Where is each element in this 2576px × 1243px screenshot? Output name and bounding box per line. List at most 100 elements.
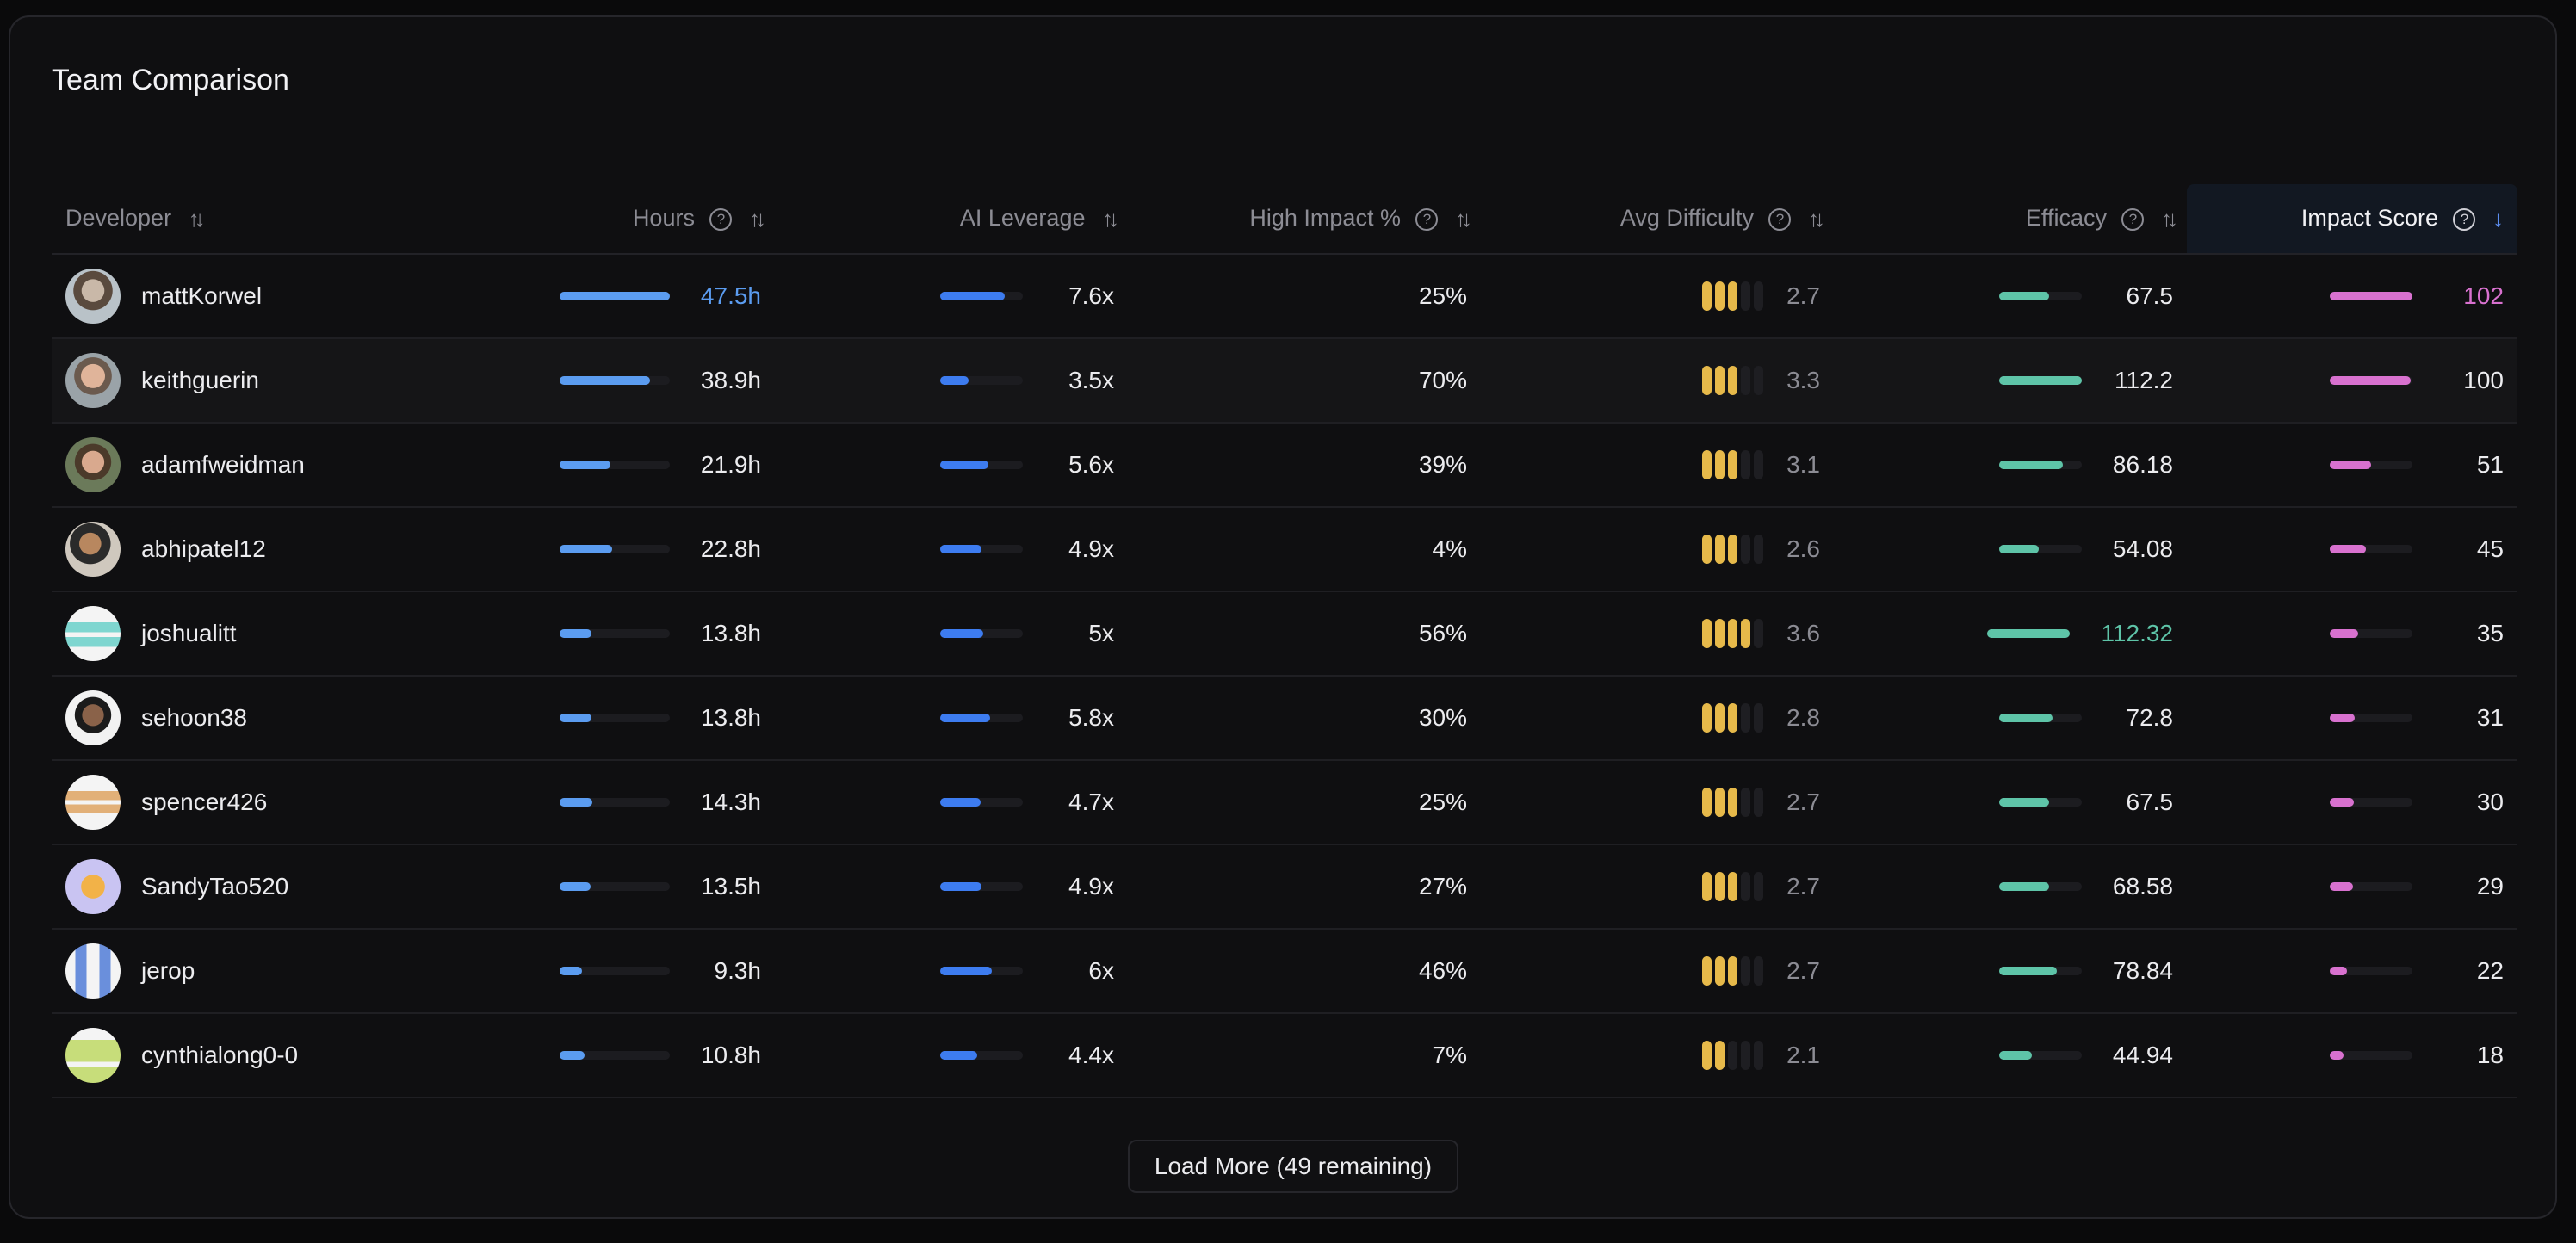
avatar-photo-3[interactable] (65, 437, 121, 492)
sort-icon[interactable]: ↑↓ (749, 206, 766, 232)
developer-name[interactable]: mattKorwel (141, 282, 263, 309)
avatar-cartoon-tiger[interactable] (65, 859, 121, 914)
developer-name[interactable]: sehoon38 (141, 704, 248, 731)
difficulty-pill (1754, 1041, 1763, 1070)
impact-score-value: 18 (2476, 1042, 2504, 1068)
col-header-ai-leverage[interactable]: AI Leverage ↑↓ (775, 184, 1128, 255)
col-header-efficacy[interactable]: Efficacy ? ↑↓ (1834, 184, 2187, 255)
sort-icon[interactable]: ↑↓ (1102, 206, 1119, 232)
ai-leverage-value: 5.8x (1068, 704, 1114, 731)
developer-name[interactable]: cynthialong0-0 (141, 1042, 299, 1068)
hours-bar (559, 798, 670, 807)
table-row[interactable]: cynthialong0-0 10.8h 4.4x (52, 1013, 2517, 1098)
cell-efficacy: 67.5 (1834, 254, 2187, 339)
avatar-photo-2[interactable] (65, 353, 121, 408)
cell-efficacy: 68.58 (1834, 844, 2187, 930)
developer-name[interactable]: keithguerin (141, 367, 259, 393)
table-row[interactable]: mattKorwel 47.5h 7.6x (52, 254, 2517, 339)
impact-score-bar-fill (2330, 376, 2412, 385)
cell-developer: joshualitt (52, 591, 430, 677)
help-icon[interactable]: ? (2453, 207, 2476, 231)
sort-desc-icon[interactable]: ↓ (2492, 206, 2504, 232)
hours-bar-fill (559, 461, 610, 469)
avatar-identicon-blue[interactable] (65, 943, 121, 999)
impact-score-bar-fill (2330, 1051, 2344, 1060)
cell-ai-leverage: 5.8x (775, 676, 1128, 761)
developer-name[interactable]: jerop (141, 957, 195, 984)
difficulty-pill (1715, 1041, 1725, 1070)
difficulty-value: 2.7 (1786, 788, 1820, 815)
help-icon[interactable]: ? (709, 207, 733, 231)
col-header-label: Efficacy (2025, 204, 2107, 231)
table-row[interactable]: SandyTao520 13.5h 4.9x (52, 844, 2517, 930)
developer-name[interactable]: abhipatel12 (141, 535, 266, 562)
help-icon[interactable]: ? (1768, 207, 1792, 231)
table-row[interactable]: joshualitt 13.8h 5x (52, 591, 2517, 677)
developer-name[interactable]: adamfweidman (141, 451, 305, 478)
col-header-label: Hours (632, 204, 695, 231)
cell-avg-difficulty: 2.6 (1481, 507, 1834, 592)
developer-name[interactable]: spencer426 (141, 788, 268, 815)
hours-bar-fill (560, 967, 582, 975)
col-header-developer[interactable]: Developer ↑↓ (52, 184, 430, 255)
avatar-identicon-teal[interactable] (65, 606, 121, 661)
efficacy-value: 67.5 (2126, 788, 2174, 815)
difficulty-pill (1728, 619, 1737, 648)
table-row[interactable]: abhipatel12 22.8h 4.9x (52, 507, 2517, 592)
table-row[interactable]: jerop 9.3h 6x 4 (52, 929, 2517, 1014)
cell-avg-difficulty: 2.7 (1481, 760, 1834, 845)
difficulty-pill (1715, 956, 1725, 986)
load-more-button[interactable]: Load More (49 remaining) (1128, 1140, 1458, 1193)
difficulty-pill (1715, 450, 1725, 479)
cell-avg-difficulty: 3.6 (1481, 591, 1834, 677)
high-impact-value: 27% (1418, 873, 1467, 900)
cell-developer: SandyTao520 (52, 844, 430, 930)
col-header-impact-score[interactable]: Impact Score ? ↓ (2187, 184, 2517, 255)
difficulty-pill (1741, 535, 1750, 564)
hours-bar (559, 376, 670, 385)
avatar-photo-4[interactable] (65, 522, 121, 577)
avatar-photo-1[interactable] (65, 269, 121, 324)
high-impact-value: 30% (1418, 704, 1467, 731)
sort-icon[interactable]: ↑↓ (1808, 206, 1825, 232)
avatar-identicon-orange[interactable] (65, 775, 121, 830)
cell-developer: keithguerin (52, 338, 430, 424)
cell-ai-leverage: 6x (775, 929, 1128, 1014)
cell-developer: spencer426 (52, 760, 430, 845)
developer-name[interactable]: SandyTao520 (141, 873, 289, 900)
ai-leverage-value: 4.7x (1068, 788, 1114, 815)
efficacy-bar-fill (1998, 882, 2050, 891)
col-header-avg-difficulty[interactable]: Avg Difficulty ? ↑↓ (1481, 184, 1834, 255)
impact-score-value: 22 (2476, 957, 2504, 984)
sort-icon[interactable]: ↑↓ (1455, 206, 1472, 232)
help-icon[interactable]: ? (2121, 207, 2145, 231)
avatar-identicon-lime[interactable] (65, 1028, 121, 1083)
help-icon[interactable]: ? (1415, 207, 1439, 231)
efficacy-bar-fill (1987, 629, 2071, 638)
col-header-high-impact[interactable]: High Impact % ? ↑↓ (1128, 184, 1481, 255)
impact-score-value: 51 (2476, 451, 2504, 478)
impact-score-bar (2330, 882, 2412, 891)
hours-value: 21.9h (700, 451, 761, 478)
efficacy-bar (1998, 545, 2082, 553)
hours-bar-fill (559, 545, 613, 553)
hours-bar (559, 1051, 670, 1060)
sort-icon[interactable]: ↑↓ (188, 206, 206, 232)
cell-impact-score: 30 (2187, 760, 2517, 845)
table-row[interactable]: keithguerin 38.9h 3.5x (52, 338, 2517, 424)
cell-impact-score: 102 (2187, 254, 2517, 339)
table-row[interactable]: sehoon38 13.8h 5.8x (52, 676, 2517, 761)
hours-value: 47.5h (700, 282, 761, 309)
developer-name[interactable]: joshualitt (141, 620, 237, 646)
efficacy-bar-fill (1998, 461, 2063, 469)
ai-leverage-value: 4.4x (1068, 1042, 1114, 1068)
col-header-hours[interactable]: Hours ? ↑↓ (430, 184, 775, 255)
table-row[interactable]: spencer426 14.3h 4.7x (52, 760, 2517, 845)
sort-icon[interactable]: ↑↓ (2161, 206, 2178, 232)
avatar-photo-5[interactable] (65, 690, 121, 745)
ai-leverage-bar (940, 292, 1023, 300)
ai-leverage-value: 6x (1088, 957, 1114, 984)
difficulty-meter (1702, 956, 1763, 986)
table-row[interactable]: adamfweidman 21.9h 5.6x (52, 423, 2517, 508)
ai-leverage-value: 5.6x (1068, 451, 1114, 478)
